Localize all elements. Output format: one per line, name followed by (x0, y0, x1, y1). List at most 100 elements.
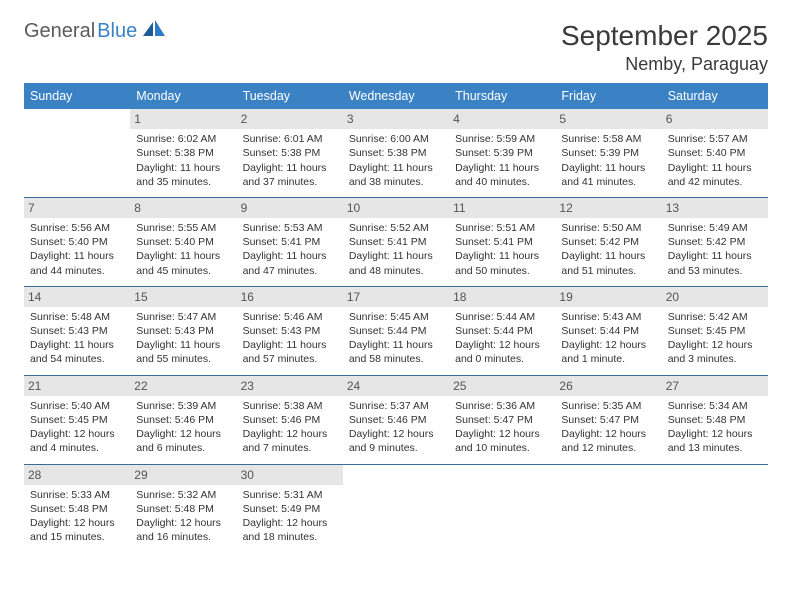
cell-ss: Sunset: 5:43 PM (136, 324, 230, 338)
cell-d1: Daylight: 11 hours (243, 338, 337, 352)
cell-sr: Sunrise: 5:39 AM (136, 399, 230, 413)
day-number: 27 (662, 376, 768, 396)
cell-ss: Sunset: 5:47 PM (455, 413, 549, 427)
cell-d1: Daylight: 11 hours (30, 249, 124, 263)
cell-sr: Sunrise: 5:49 AM (668, 221, 762, 235)
cell-d2: and 48 minutes. (349, 264, 443, 278)
cell-d2: and 0 minutes. (455, 352, 549, 366)
location-label: Nemby, Paraguay (561, 54, 768, 75)
cell-ss: Sunset: 5:44 PM (455, 324, 549, 338)
calendar-cell: 26Sunrise: 5:35 AMSunset: 5:47 PMDayligh… (555, 375, 661, 464)
cell-sr: Sunrise: 5:59 AM (455, 132, 549, 146)
cell-d1: Daylight: 11 hours (561, 161, 655, 175)
logo-sail-icon (143, 20, 165, 43)
cell-ss: Sunset: 5:47 PM (561, 413, 655, 427)
cell-d1: Daylight: 11 hours (349, 338, 443, 352)
cell-sr: Sunrise: 5:56 AM (30, 221, 124, 235)
cell-ss: Sunset: 5:42 PM (668, 235, 762, 249)
cell-ss: Sunset: 5:49 PM (243, 502, 337, 516)
calendar-cell: 20Sunrise: 5:42 AMSunset: 5:45 PMDayligh… (662, 286, 768, 375)
day-number: 18 (449, 287, 555, 307)
calendar-cell: 14Sunrise: 5:48 AMSunset: 5:43 PMDayligh… (24, 286, 130, 375)
day-number: 9 (237, 198, 343, 218)
cell-d1: Daylight: 12 hours (561, 338, 655, 352)
cell-ss: Sunset: 5:41 PM (455, 235, 549, 249)
cell-ss: Sunset: 5:39 PM (455, 146, 549, 160)
calendar-cell: 21Sunrise: 5:40 AMSunset: 5:45 PMDayligh… (24, 375, 130, 464)
day-number: 8 (130, 198, 236, 218)
cell-d1: Daylight: 11 hours (561, 249, 655, 263)
calendar-cell: 28Sunrise: 5:33 AMSunset: 5:48 PMDayligh… (24, 464, 130, 552)
weekday-header: Saturday (662, 83, 768, 109)
cell-sr: Sunrise: 5:46 AM (243, 310, 337, 324)
title-block: September 2025 Nemby, Paraguay (561, 20, 768, 75)
cell-d1: Daylight: 11 hours (668, 161, 762, 175)
cell-d2: and 37 minutes. (243, 175, 337, 189)
day-number: 4 (449, 109, 555, 129)
cell-d2: and 54 minutes. (30, 352, 124, 366)
cell-ss: Sunset: 5:45 PM (30, 413, 124, 427)
cell-d2: and 1 minute. (561, 352, 655, 366)
day-number: 26 (555, 376, 661, 396)
cell-d1: Daylight: 11 hours (136, 249, 230, 263)
calendar-cell: 24Sunrise: 5:37 AMSunset: 5:46 PMDayligh… (343, 375, 449, 464)
cell-d1: Daylight: 12 hours (455, 338, 549, 352)
logo-text-general: General (24, 20, 95, 43)
cell-d2: and 55 minutes. (136, 352, 230, 366)
cell-sr: Sunrise: 6:00 AM (349, 132, 443, 146)
day-number: 15 (130, 287, 236, 307)
weekday-header: Friday (555, 83, 661, 109)
cell-sr: Sunrise: 5:45 AM (349, 310, 443, 324)
calendar-cell: 29Sunrise: 5:32 AMSunset: 5:48 PMDayligh… (130, 464, 236, 552)
cell-d2: and 38 minutes. (349, 175, 443, 189)
cell-d1: Daylight: 12 hours (243, 516, 337, 530)
cell-d1: Daylight: 12 hours (30, 516, 124, 530)
cell-d2: and 58 minutes. (349, 352, 443, 366)
cell-ss: Sunset: 5:41 PM (243, 235, 337, 249)
cell-ss: Sunset: 5:40 PM (668, 146, 762, 160)
cell-d1: Daylight: 12 hours (136, 427, 230, 441)
cell-d2: and 15 minutes. (30, 530, 124, 544)
day-number: 2 (237, 109, 343, 129)
cell-d2: and 42 minutes. (668, 175, 762, 189)
calendar-cell: 9Sunrise: 5:53 AMSunset: 5:41 PMDaylight… (237, 197, 343, 286)
day-number: 5 (555, 109, 661, 129)
calendar-cell: 3Sunrise: 6:00 AMSunset: 5:38 PMDaylight… (343, 109, 449, 197)
cell-sr: Sunrise: 5:40 AM (30, 399, 124, 413)
month-title: September 2025 (561, 20, 768, 52)
cell-d2: and 6 minutes. (136, 441, 230, 455)
cell-d2: and 51 minutes. (561, 264, 655, 278)
cell-sr: Sunrise: 5:51 AM (455, 221, 549, 235)
cell-d1: Daylight: 11 hours (136, 161, 230, 175)
cell-sr: Sunrise: 6:02 AM (136, 132, 230, 146)
calendar-cell: 6Sunrise: 5:57 AMSunset: 5:40 PMDaylight… (662, 109, 768, 197)
calendar-cell: 1Sunrise: 6:02 AMSunset: 5:38 PMDaylight… (130, 109, 236, 197)
cell-d1: Daylight: 11 hours (455, 161, 549, 175)
day-number: 11 (449, 198, 555, 218)
cell-ss: Sunset: 5:39 PM (561, 146, 655, 160)
cell-d1: Daylight: 12 hours (668, 427, 762, 441)
cell-d2: and 13 minutes. (668, 441, 762, 455)
cell-d1: Daylight: 12 hours (243, 427, 337, 441)
cell-d2: and 16 minutes. (136, 530, 230, 544)
cell-d2: and 3 minutes. (668, 352, 762, 366)
cell-d1: Daylight: 11 hours (349, 249, 443, 263)
cell-ss: Sunset: 5:40 PM (30, 235, 124, 249)
cell-d1: Daylight: 11 hours (243, 161, 337, 175)
day-number: 16 (237, 287, 343, 307)
logo: GeneralBlue (24, 20, 165, 43)
cell-d2: and 35 minutes. (136, 175, 230, 189)
calendar-cell: 13Sunrise: 5:49 AMSunset: 5:42 PMDayligh… (662, 197, 768, 286)
day-number: 30 (237, 465, 343, 485)
day-number: 14 (24, 287, 130, 307)
cell-ss: Sunset: 5:41 PM (349, 235, 443, 249)
calendar-week-row: 21Sunrise: 5:40 AMSunset: 5:45 PMDayligh… (24, 375, 768, 464)
weekday-header: Wednesday (343, 83, 449, 109)
cell-d2: and 12 minutes. (561, 441, 655, 455)
cell-ss: Sunset: 5:40 PM (136, 235, 230, 249)
cell-sr: Sunrise: 5:43 AM (561, 310, 655, 324)
calendar-cell: 22Sunrise: 5:39 AMSunset: 5:46 PMDayligh… (130, 375, 236, 464)
calendar-week-row: 14Sunrise: 5:48 AMSunset: 5:43 PMDayligh… (24, 286, 768, 375)
day-number: 23 (237, 376, 343, 396)
cell-d2: and 44 minutes. (30, 264, 124, 278)
